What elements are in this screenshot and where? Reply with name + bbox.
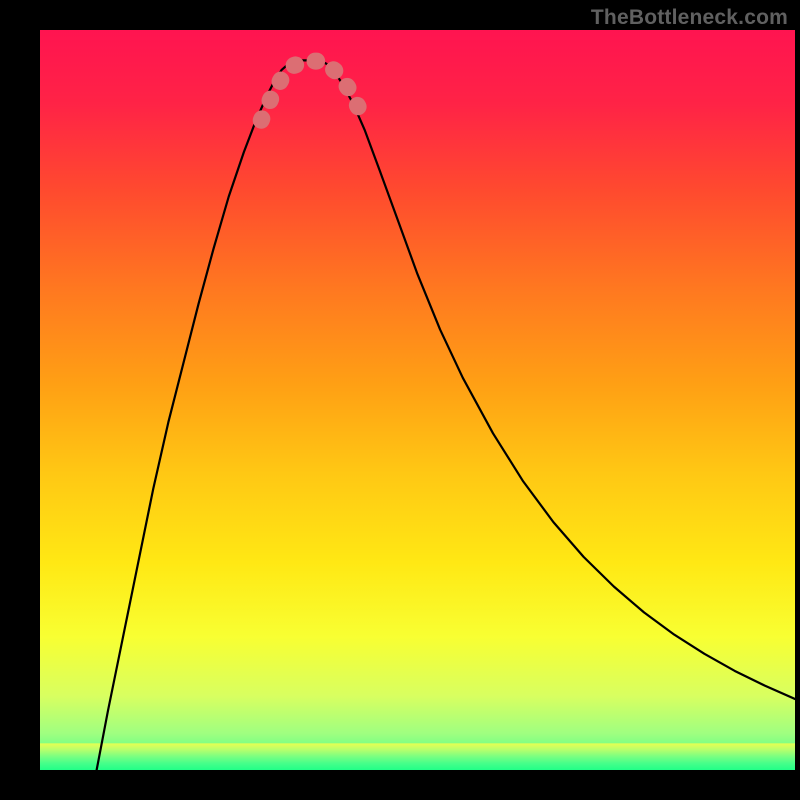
watermark-text: TheBottleneck.com <box>591 6 788 30</box>
chart-container: TheBottleneck.com <box>0 0 800 800</box>
plot-area <box>40 30 795 770</box>
chart-canvas <box>40 30 795 770</box>
